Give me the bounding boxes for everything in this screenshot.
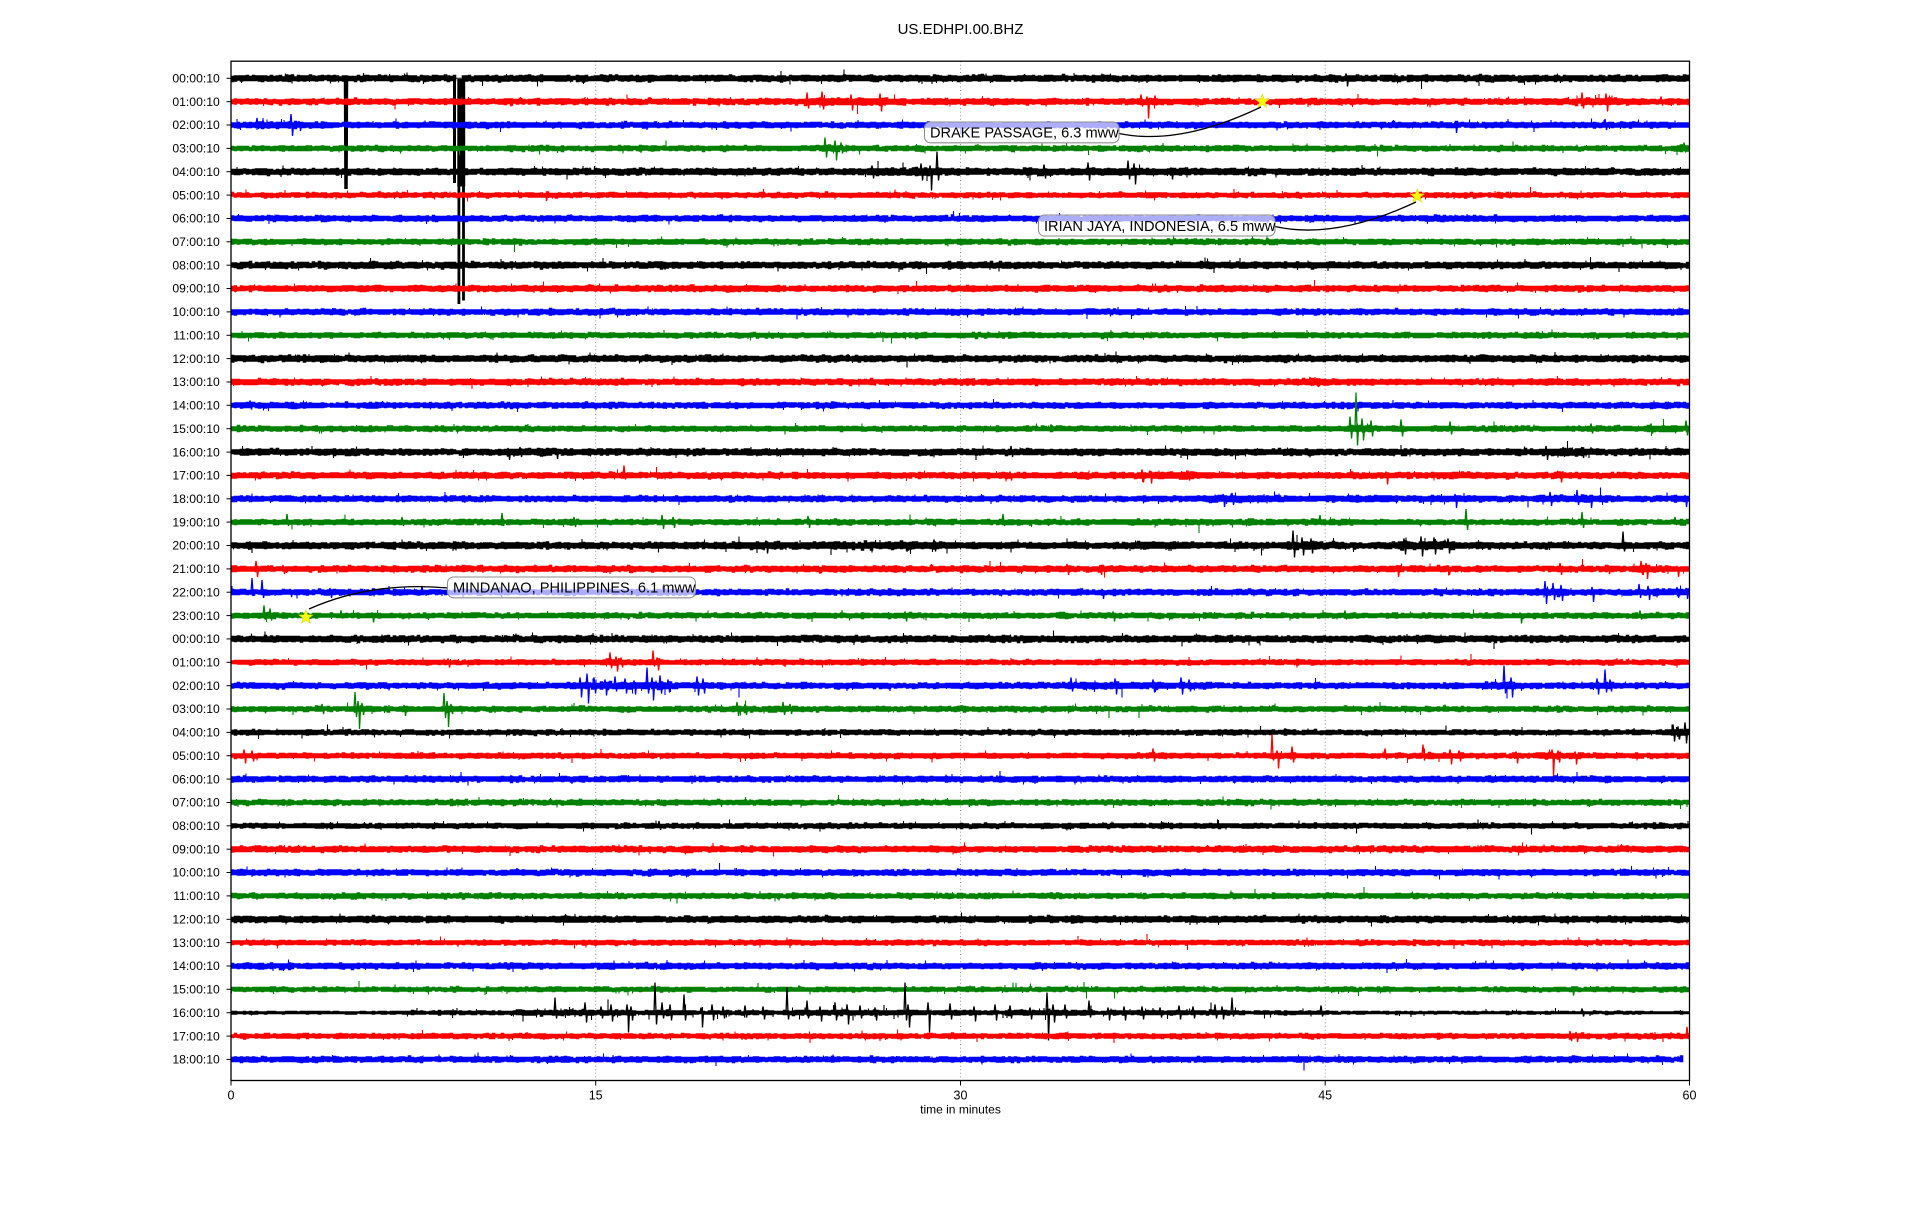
svg-text:07:00:10: 07:00:10 (172, 796, 220, 810)
svg-text:20:00:10: 20:00:10 (172, 539, 220, 553)
svg-text:45: 45 (1318, 1089, 1332, 1103)
svg-text:00:00:10: 00:00:10 (172, 632, 220, 646)
svg-text:US.EDHPI.00.BHZ: US.EDHPI.00.BHZ (898, 21, 1024, 38)
svg-text:15: 15 (589, 1089, 603, 1103)
svg-text:IRIAN JAYA, INDONESIA, 6.5 mww: IRIAN JAYA, INDONESIA, 6.5 mww (1044, 219, 1276, 235)
svg-text:04:00:10: 04:00:10 (172, 726, 220, 740)
svg-text:04:00:10: 04:00:10 (172, 165, 220, 179)
svg-text:03:00:10: 03:00:10 (172, 702, 220, 716)
svg-text:60: 60 (1683, 1089, 1697, 1103)
svg-text:18:00:10: 18:00:10 (172, 1053, 220, 1067)
svg-text:00:00:10: 00:00:10 (172, 72, 220, 86)
svg-text:08:00:10: 08:00:10 (172, 258, 220, 272)
svg-text:DRAKE PASSAGE, 6.3 mww: DRAKE PASSAGE, 6.3 mww (930, 126, 1119, 142)
svg-text:02:00:10: 02:00:10 (172, 118, 220, 132)
svg-text:13:00:10: 13:00:10 (172, 936, 220, 950)
svg-text:16:00:10: 16:00:10 (172, 445, 220, 459)
svg-text:16:00:10: 16:00:10 (172, 1006, 220, 1020)
svg-text:13:00:10: 13:00:10 (172, 375, 220, 389)
svg-text:14:00:10: 14:00:10 (172, 959, 220, 973)
svg-text:01:00:10: 01:00:10 (172, 95, 220, 109)
svg-text:MINDANAO, PHILIPPINES, 6.1 mww: MINDANAO, PHILIPPINES, 6.1 mww (453, 581, 696, 597)
svg-text:09:00:10: 09:00:10 (172, 842, 220, 856)
svg-text:08:00:10: 08:00:10 (172, 819, 220, 833)
svg-text:05:00:10: 05:00:10 (172, 188, 220, 202)
svg-text:time in minutes: time in minutes (920, 1103, 1001, 1117)
svg-text:10:00:10: 10:00:10 (172, 866, 220, 880)
svg-text:14:00:10: 14:00:10 (172, 399, 220, 413)
svg-text:15:00:10: 15:00:10 (172, 983, 220, 997)
svg-text:17:00:10: 17:00:10 (172, 469, 220, 483)
svg-text:0: 0 (228, 1089, 235, 1103)
svg-text:01:00:10: 01:00:10 (172, 656, 220, 670)
svg-text:18:00:10: 18:00:10 (172, 492, 220, 506)
svg-text:06:00:10: 06:00:10 (172, 772, 220, 786)
svg-text:06:00:10: 06:00:10 (172, 212, 220, 226)
svg-text:09:00:10: 09:00:10 (172, 282, 220, 296)
svg-text:12:00:10: 12:00:10 (172, 913, 220, 927)
svg-text:17:00:10: 17:00:10 (172, 1029, 220, 1043)
svg-text:11:00:10: 11:00:10 (173, 329, 220, 343)
svg-text:02:00:10: 02:00:10 (172, 679, 220, 693)
svg-text:10:00:10: 10:00:10 (172, 305, 220, 319)
svg-text:05:00:10: 05:00:10 (172, 749, 220, 763)
svg-text:07:00:10: 07:00:10 (172, 235, 220, 249)
svg-text:03:00:10: 03:00:10 (172, 142, 220, 156)
svg-text:15:00:10: 15:00:10 (172, 422, 220, 436)
svg-text:30: 30 (954, 1089, 968, 1103)
svg-text:22:00:10: 22:00:10 (172, 585, 220, 599)
svg-text:21:00:10: 21:00:10 (172, 562, 220, 576)
svg-text:23:00:10: 23:00:10 (172, 609, 220, 623)
svg-text:11:00:10: 11:00:10 (173, 889, 220, 903)
svg-text:12:00:10: 12:00:10 (172, 352, 220, 366)
svg-text:19:00:10: 19:00:10 (172, 515, 220, 529)
